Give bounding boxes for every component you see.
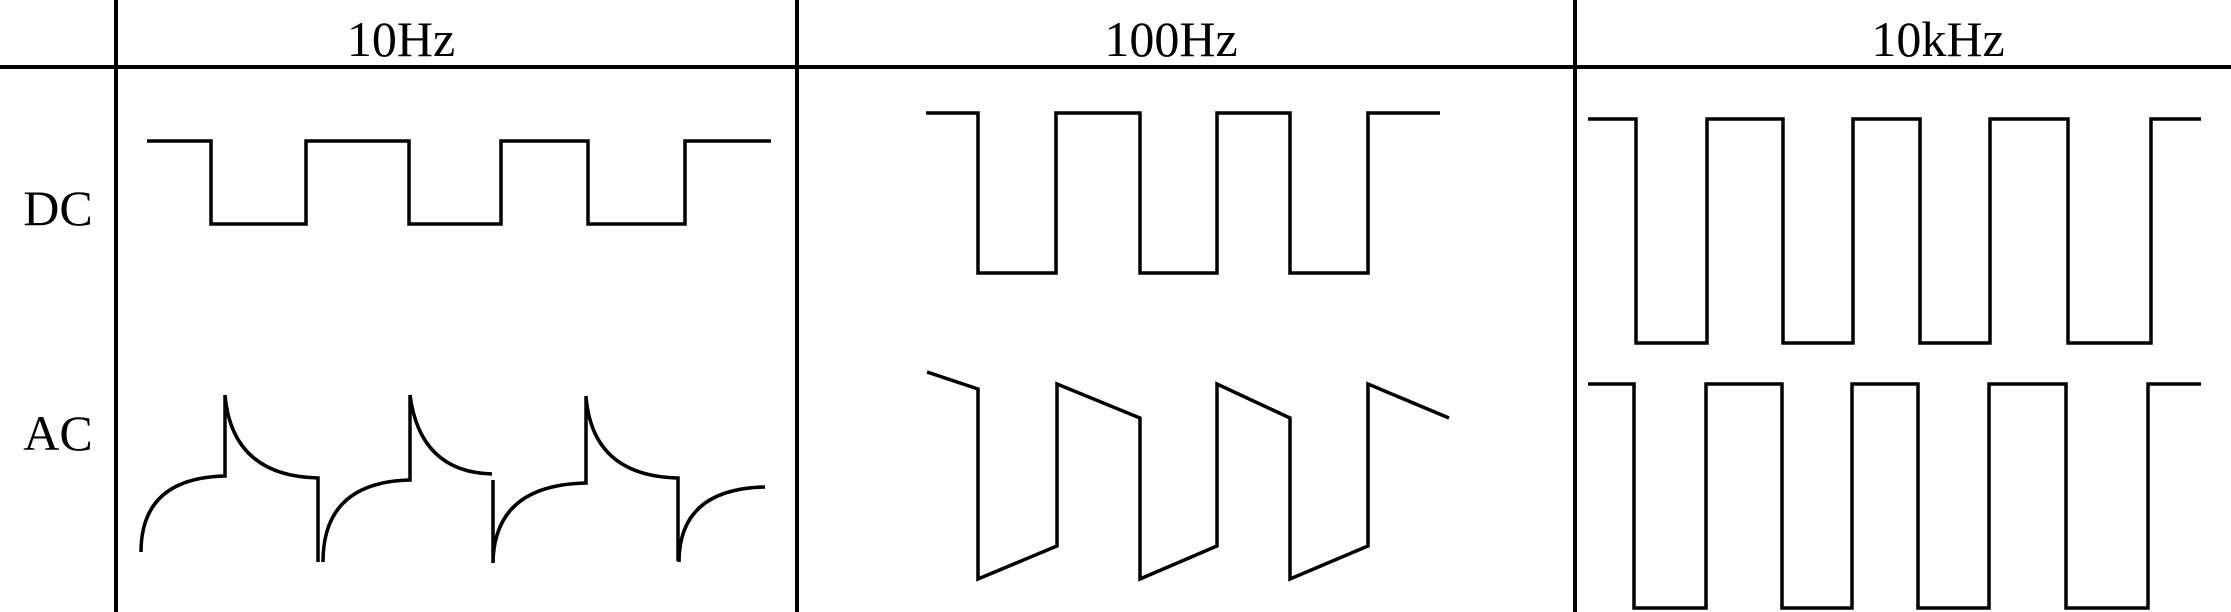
column-header-10khz: 10kHz bbox=[1871, 11, 2005, 67]
ac-10khz-waveform bbox=[1588, 382, 2201, 610]
ac-100hz-waveform bbox=[926, 370, 1450, 582]
column-header-100hz: 100Hz bbox=[1104, 11, 1238, 67]
dc-10khz-waveform bbox=[1588, 117, 2201, 345]
dc-10hz-waveform bbox=[147, 139, 771, 226]
column-header-10hz: 10Hz bbox=[346, 11, 456, 67]
ac-10hz-segment-3 bbox=[491, 395, 680, 564]
row-header-dc: DC bbox=[23, 180, 93, 236]
dc-100hz-waveform bbox=[926, 111, 1440, 275]
ac-10hz-segment-2 bbox=[321, 394, 493, 563]
ac-10hz-waveform bbox=[139, 394, 766, 564]
ac-10hz-segment-4 bbox=[677, 485, 766, 563]
ac-10hz-segment-1 bbox=[139, 394, 320, 562]
row-header-ac: AC bbox=[23, 405, 93, 461]
